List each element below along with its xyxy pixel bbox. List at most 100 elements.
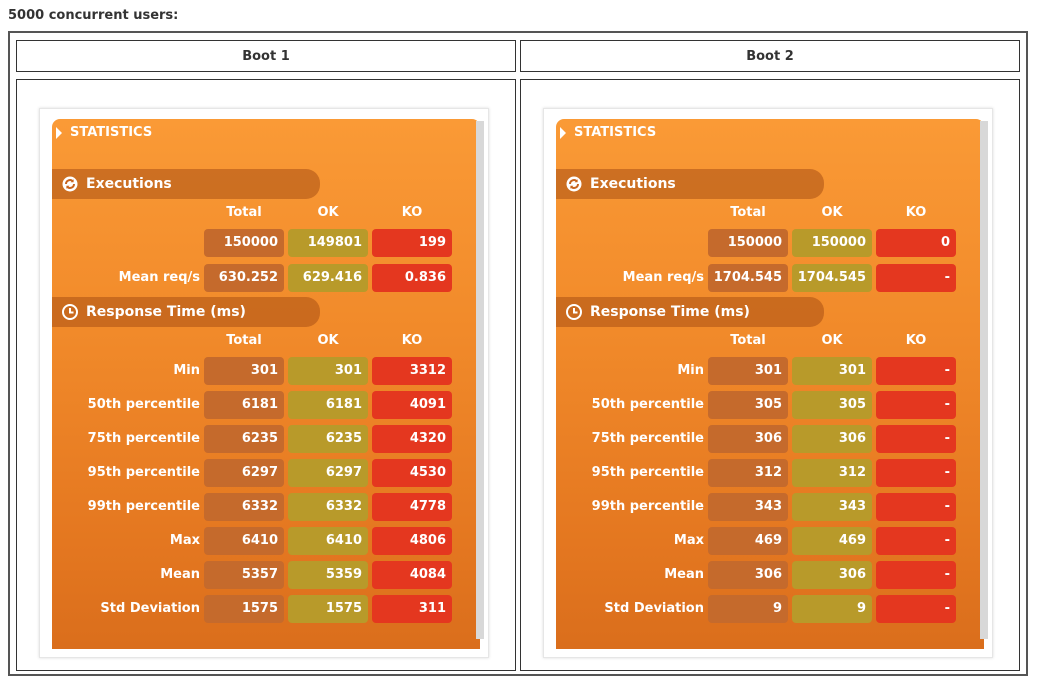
response-ok-value: 312 (792, 459, 872, 487)
response-ok-value: 469 (792, 527, 872, 555)
boot-2-stats-frame: STATISTICS Executions Total OK KO 150000 15000… (543, 108, 993, 658)
expand-triangle-icon (560, 126, 566, 139)
executions-section-header: Executions (556, 169, 824, 199)
executions-header-total: Total (226, 205, 262, 220)
response-row-label: Min (173, 363, 200, 378)
response-ko-value: - (876, 527, 956, 555)
response-row-label: Max (673, 533, 704, 548)
response-total-value: 301 (708, 357, 788, 385)
response-ko-value: - (876, 493, 956, 521)
response-ko-value: 311 (372, 595, 452, 623)
response-ok-value: 1575 (288, 595, 368, 623)
response-ko-value: - (876, 425, 956, 453)
response-header-ko: KO (905, 333, 927, 348)
executions-ko-value: 199 (372, 229, 452, 257)
response-ko-value: 4320 (372, 425, 452, 453)
response-ok-value: 305 (792, 391, 872, 419)
response-row-label: 95th percentile (87, 465, 200, 480)
response-ok-value: 6410 (288, 527, 368, 555)
mean-reqs-ko-value: 0.836 (372, 264, 452, 292)
executions-header-total: Total (730, 205, 766, 220)
refresh-icon (564, 174, 584, 194)
response-ko-value: - (876, 459, 956, 487)
response-row-label: Max (169, 533, 200, 548)
statistics-title[interactable]: STATISTICS (560, 125, 656, 140)
response-ok-value: 306 (792, 561, 872, 589)
response-ko-value: - (876, 357, 956, 385)
response-total-value: 6235 (204, 425, 284, 453)
response-row-label: Mean (160, 567, 200, 582)
response-ko-value: 3312 (372, 357, 452, 385)
response-total-value: 306 (708, 425, 788, 453)
response-row-label: Std Deviation (100, 601, 200, 616)
response-time-label: Response Time (ms) (590, 304, 750, 320)
mean-reqs-label: Mean req/s (118, 270, 200, 285)
clock-icon (564, 302, 584, 322)
statistics-title-text: STATISTICS (574, 125, 657, 140)
response-ko-value: - (876, 595, 956, 623)
response-ko-value: 4778 (372, 493, 452, 521)
response-ok-value: 301 (792, 357, 872, 385)
statistics-title-text: STATISTICS (70, 125, 153, 140)
response-ok-value: 6181 (288, 391, 368, 419)
executions-ko-value: 0 (876, 229, 956, 257)
response-header-total: Total (226, 333, 262, 348)
column-header-boot-2: Boot 2 (520, 40, 1020, 72)
executions-header-ok: OK (317, 205, 339, 220)
response-row-label: 99th percentile (591, 499, 704, 514)
response-ok-value: 301 (288, 357, 368, 385)
mean-reqs-ko-value: - (876, 264, 956, 292)
executions-total-value: 150000 (204, 229, 284, 257)
response-ok-value: 343 (792, 493, 872, 521)
response-total-value: 305 (708, 391, 788, 419)
boot-2-cell: STATISTICS Executions Total OK KO 150000 15000… (520, 79, 1020, 671)
response-ko-value: 4806 (372, 527, 452, 555)
executions-label: Executions (590, 176, 676, 192)
mean-reqs-total-value: 1704.545 (708, 264, 788, 292)
response-row-label: 75th percentile (87, 431, 200, 446)
response-row-label: 99th percentile (87, 499, 200, 514)
response-ko-value: - (876, 561, 956, 589)
response-total-value: 1575 (204, 595, 284, 623)
column-header-boot-1: Boot 1 (16, 40, 516, 72)
executions-header-ok: OK (821, 205, 843, 220)
response-total-value: 9 (708, 595, 788, 623)
response-ok-value: 6235 (288, 425, 368, 453)
mean-reqs-ok-value: 629.416 (288, 264, 368, 292)
response-time-section-header: Response Time (ms) (556, 297, 824, 327)
response-header-ok: OK (317, 333, 339, 348)
response-ok-value: 6332 (288, 493, 368, 521)
executions-label: Executions (86, 176, 172, 192)
expand-triangle-icon (56, 126, 62, 139)
response-row-label: Std Deviation (604, 601, 704, 616)
response-ok-value: 306 (792, 425, 872, 453)
response-total-value: 6332 (204, 493, 284, 521)
statistics-panel: STATISTICS Executions Total OK KO 150000 14980… (52, 119, 480, 649)
statistics-title[interactable]: STATISTICS (56, 125, 152, 140)
response-header-total: Total (730, 333, 766, 348)
executions-ok-value: 150000 (792, 229, 872, 257)
response-header-ok: OK (821, 333, 843, 348)
response-ko-value: - (876, 391, 956, 419)
response-ok-value: 5359 (288, 561, 368, 589)
response-time-section-header: Response Time (ms) (52, 297, 320, 327)
mean-reqs-label: Mean req/s (622, 270, 704, 285)
response-total-value: 5357 (204, 561, 284, 589)
response-total-value: 301 (204, 357, 284, 385)
response-row-label: Mean (664, 567, 704, 582)
response-row-label: Min (677, 363, 704, 378)
mean-reqs-ok-value: 1704.545 (792, 264, 872, 292)
statistics-panel: STATISTICS Executions Total OK KO 150000 15000… (556, 119, 984, 649)
response-total-value: 312 (708, 459, 788, 487)
response-total-value: 469 (708, 527, 788, 555)
response-total-value: 306 (708, 561, 788, 589)
scrollbar[interactable] (980, 121, 988, 639)
response-total-value: 343 (708, 493, 788, 521)
boot-1-stats-frame: STATISTICS Executions Total OK KO 150000 14980… (39, 108, 489, 658)
scrollbar[interactable] (476, 121, 484, 639)
response-ko-value: 4084 (372, 561, 452, 589)
executions-section-header: Executions (52, 169, 320, 199)
response-ok-value: 6297 (288, 459, 368, 487)
comparison-table: Boot 1 Boot 2 STATISTICS Executions Total O… (8, 31, 1028, 676)
response-row-label: 50th percentile (591, 397, 704, 412)
